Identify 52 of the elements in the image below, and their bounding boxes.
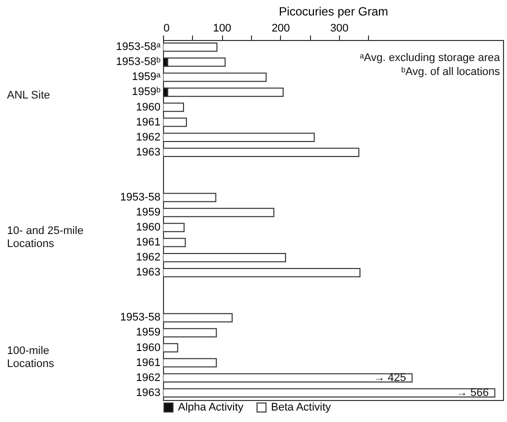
y-tick-label: 1959ᵇ (132, 86, 160, 98)
x-tick-label: 0 (164, 22, 170, 34)
text: 100-mile Locations (7, 345, 55, 370)
data-label: → 425 (374, 372, 406, 384)
x-tick-label: 200 (272, 22, 290, 34)
y-tick-label: 1961 (136, 236, 160, 249)
y-tick-label: 1961 (136, 356, 160, 369)
x-tick-label: 300 (330, 22, 349, 34)
bar (163, 42, 218, 52)
bar (163, 102, 184, 112)
y-tick-label: 1963 (136, 266, 160, 279)
y-tick-label: 1953-58ᵃ (116, 41, 162, 54)
bar (163, 268, 360, 278)
data-label: → 566 (456, 386, 489, 399)
bar (163, 132, 315, 142)
bar (163, 358, 217, 368)
bar (163, 72, 267, 82)
y-tick-label: 1962 (136, 252, 160, 264)
y-tick-label: 1953-58ᵇ (116, 56, 160, 68)
y-tick-label: 1960 (136, 101, 160, 114)
x-tick-label: 100 (212, 22, 232, 34)
bar (163, 208, 274, 218)
y-tick-label: 1959ᵃ (132, 71, 162, 84)
bar (163, 388, 496, 398)
y-tick-label: 1963 (136, 386, 160, 399)
bar (163, 118, 187, 127)
x-axis-title: Picocuries per Gram (278, 4, 388, 18)
y-tick-label: 1953-58 (120, 312, 160, 324)
y-tick-label: 1963 (136, 146, 160, 158)
text: 10- and 25-mile Locations (7, 224, 84, 250)
legend-label: Alpha Activity (178, 402, 244, 414)
bar (163, 192, 216, 202)
legend-label: Beta Activity (271, 402, 332, 414)
bar (163, 238, 186, 248)
bar (163, 343, 178, 352)
bar (163, 373, 413, 382)
y-tick-label: 1961 (136, 116, 160, 128)
bar (163, 328, 217, 338)
bar (163, 313, 233, 322)
bar (163, 148, 360, 157)
bar (163, 252, 286, 262)
y-tick-label: 1962 (136, 131, 160, 144)
annotation: ᵃAvg. excluding storage area (360, 52, 501, 64)
annotation: ᵇAvg. of all locations (401, 66, 500, 78)
bar (163, 222, 185, 232)
y-tick-label: 1959 (136, 326, 160, 339)
y-tick-label: 1960 (136, 342, 160, 354)
y-tick-label: 1960 (136, 222, 160, 234)
y-tick-label: 1953-58 (120, 191, 160, 204)
text: ANL Site (7, 90, 50, 102)
y-tick-label: 1959 (136, 206, 160, 218)
y-tick-label: 1962 (136, 372, 160, 384)
